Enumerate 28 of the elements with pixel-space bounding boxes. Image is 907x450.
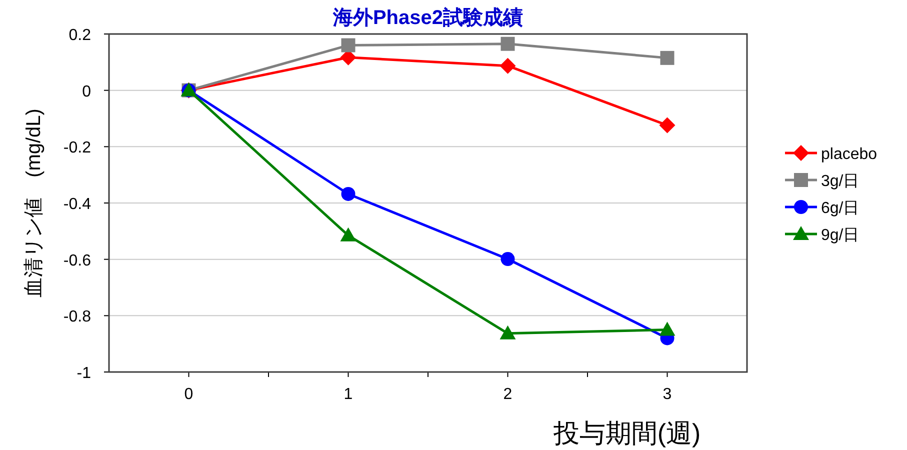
y-tick-label: 0.2: [68, 27, 92, 44]
legend-label: 9g/日: [821, 227, 860, 244]
point: [500, 252, 515, 266]
y-tick-label: -1: [76, 365, 92, 382]
y-tick-label: -0.6: [63, 252, 92, 270]
point: [500, 36, 515, 51]
y-tick-label: -0.4: [63, 196, 92, 213]
point: [500, 58, 516, 74]
x-tick-label: 2: [503, 386, 512, 403]
y-tick-label: -0.2: [63, 140, 92, 157]
x-tick-label: 3: [662, 386, 672, 403]
x-tick-label: 0: [184, 386, 194, 403]
point: [340, 227, 356, 242]
chart-title: 海外Phase2試験成績: [332, 6, 524, 29]
point: [500, 325, 516, 340]
x-axis-title: 投与期間(週): [552, 418, 701, 448]
x-tick-label: 1: [344, 386, 353, 403]
point: [660, 50, 674, 65]
y-tick-label: 0: [82, 83, 92, 100]
point: [341, 38, 356, 52]
legend-label: placebo: [821, 146, 878, 163]
point: [341, 186, 356, 201]
point: [659, 322, 676, 336]
legend-label: 3g/日: [821, 173, 860, 190]
legend-label: 6g/日: [821, 200, 860, 217]
point: [659, 117, 676, 134]
y-tick-label: -0.8: [63, 308, 92, 326]
y-axis-title: 血清リン値 (mg/dL): [23, 108, 45, 298]
